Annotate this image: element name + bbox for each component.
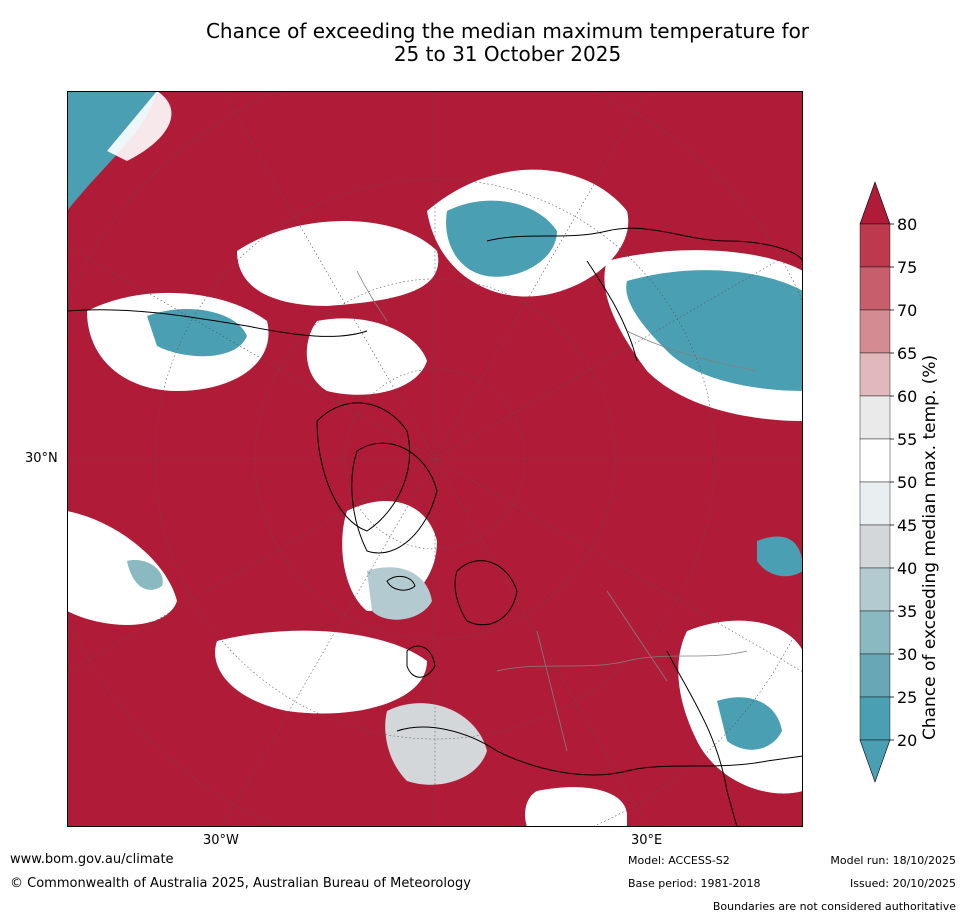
field-central-asia-blue (757, 536, 803, 577)
colorbar: 80 75 70 65 60 55 50 45 40 35 30 25 20 (855, 180, 965, 790)
coast-british-isles (406, 645, 436, 678)
colorbar-label: Chance of exceeding median max. temp. (%… (920, 354, 940, 740)
coast-red-sea (666, 650, 738, 827)
field-iberia-grey (385, 703, 487, 785)
coast-iceland (386, 575, 416, 591)
colorbar-tick-label: 65 (897, 344, 917, 363)
field-middle-east-blue (717, 697, 782, 750)
colorbar-tick-label: 25 (897, 688, 917, 707)
colorbar-svg: 80 75 70 65 60 55 50 45 40 35 30 25 20 (859, 181, 917, 783)
field-canada-blue (147, 308, 247, 357)
lon-label-30e: 30°E (631, 833, 663, 848)
lon-label-30w: 30°W (203, 833, 239, 848)
colorbar-tick-label: 50 (897, 473, 917, 492)
colorbar-tick-label: 55 (897, 430, 917, 449)
graticule (67, 91, 803, 827)
field-iceland-blue (367, 567, 432, 620)
title-line-2: 25 to 31 October 2025 (393, 42, 622, 66)
coast-scandinavia (454, 560, 518, 626)
field-africa-white (525, 787, 627, 827)
colorbar-tick-label: 75 (897, 258, 917, 277)
colorbar-segment (859, 223, 891, 268)
field-nw-white (107, 91, 172, 161)
forecast-map (67, 91, 803, 827)
boundary-alaska-canada (356, 270, 388, 322)
footer-copyright: © Commonwealth of Australia 2025, Austra… (10, 876, 471, 891)
colorbar-tick-label: 20 (897, 731, 917, 750)
field-east-asia-blue (626, 270, 803, 391)
colorbar-segment (859, 653, 891, 698)
field-west-blue (127, 560, 163, 590)
colorbar-tick-label: 40 (897, 559, 917, 578)
colorbar-segment (859, 395, 891, 440)
title-line-1: Chance of exceeding the median maximum t… (205, 19, 810, 43)
footer-base-period: Base period: 1981-2018 (628, 877, 761, 890)
colorbar-segment (859, 266, 891, 311)
coast-greenland (351, 442, 438, 554)
map-title: Chance of exceeding the median maximum t… (0, 20, 965, 66)
coast-north-america-arctic (67, 309, 368, 337)
colorbar-segment (859, 481, 891, 526)
coastlines (67, 227, 803, 827)
colorbar-tick-label: 45 (897, 516, 917, 535)
field-alaska-white (237, 221, 439, 306)
boundary-russia-south (606, 590, 668, 682)
map-frame (67, 91, 803, 827)
colorbar-tick-label: 80 (897, 215, 917, 234)
colorbar-bottom-arrow (859, 739, 891, 783)
field-atlantic-white (215, 630, 427, 714)
footer-website: www.bom.gov.au/climate (10, 852, 174, 867)
footer-model: Model: ACCESS-S2 (628, 854, 730, 867)
boundary-europe-asia (496, 650, 748, 672)
field-bering-white (306, 318, 427, 395)
boundary-europe-vertical (536, 630, 568, 752)
map-svg (67, 91, 803, 827)
colorbar-tick-label: 60 (897, 387, 917, 406)
coast-siberia (486, 227, 803, 262)
footer-disclaimer: Boundaries are not considered authoritat… (712, 900, 956, 913)
field-west-white (67, 511, 177, 625)
graticule-lat-80 (344, 368, 526, 550)
boundary-china-russia (626, 330, 758, 372)
colorbar-tick-label: 35 (897, 602, 917, 621)
anomaly-fields (67, 91, 803, 827)
coast-east-asia (586, 260, 638, 362)
colorbar-top-arrow (859, 181, 891, 225)
footer-model-run: Model run: 18/10/2025 (830, 854, 956, 867)
footer-issued: Issued: 20/10/2025 (849, 877, 956, 890)
lat-label-30n: 30°N (25, 451, 58, 466)
colorbar-segment (859, 524, 891, 569)
colorbar-segment (859, 309, 891, 354)
colorbar-segment (859, 438, 891, 483)
colorbar-segment (859, 696, 891, 741)
colorbar-segment (859, 567, 891, 612)
colorbar-segment (859, 352, 891, 397)
coast-arctic-islands (316, 402, 411, 532)
country-boundaries (356, 270, 758, 752)
colorbar-tick-label: 70 (897, 301, 917, 320)
coast-europe-south (396, 726, 803, 776)
colorbar-tick-label: 30 (897, 645, 917, 664)
graticule-meridian-6 (67, 245, 803, 673)
colorbar-segment (859, 610, 891, 655)
